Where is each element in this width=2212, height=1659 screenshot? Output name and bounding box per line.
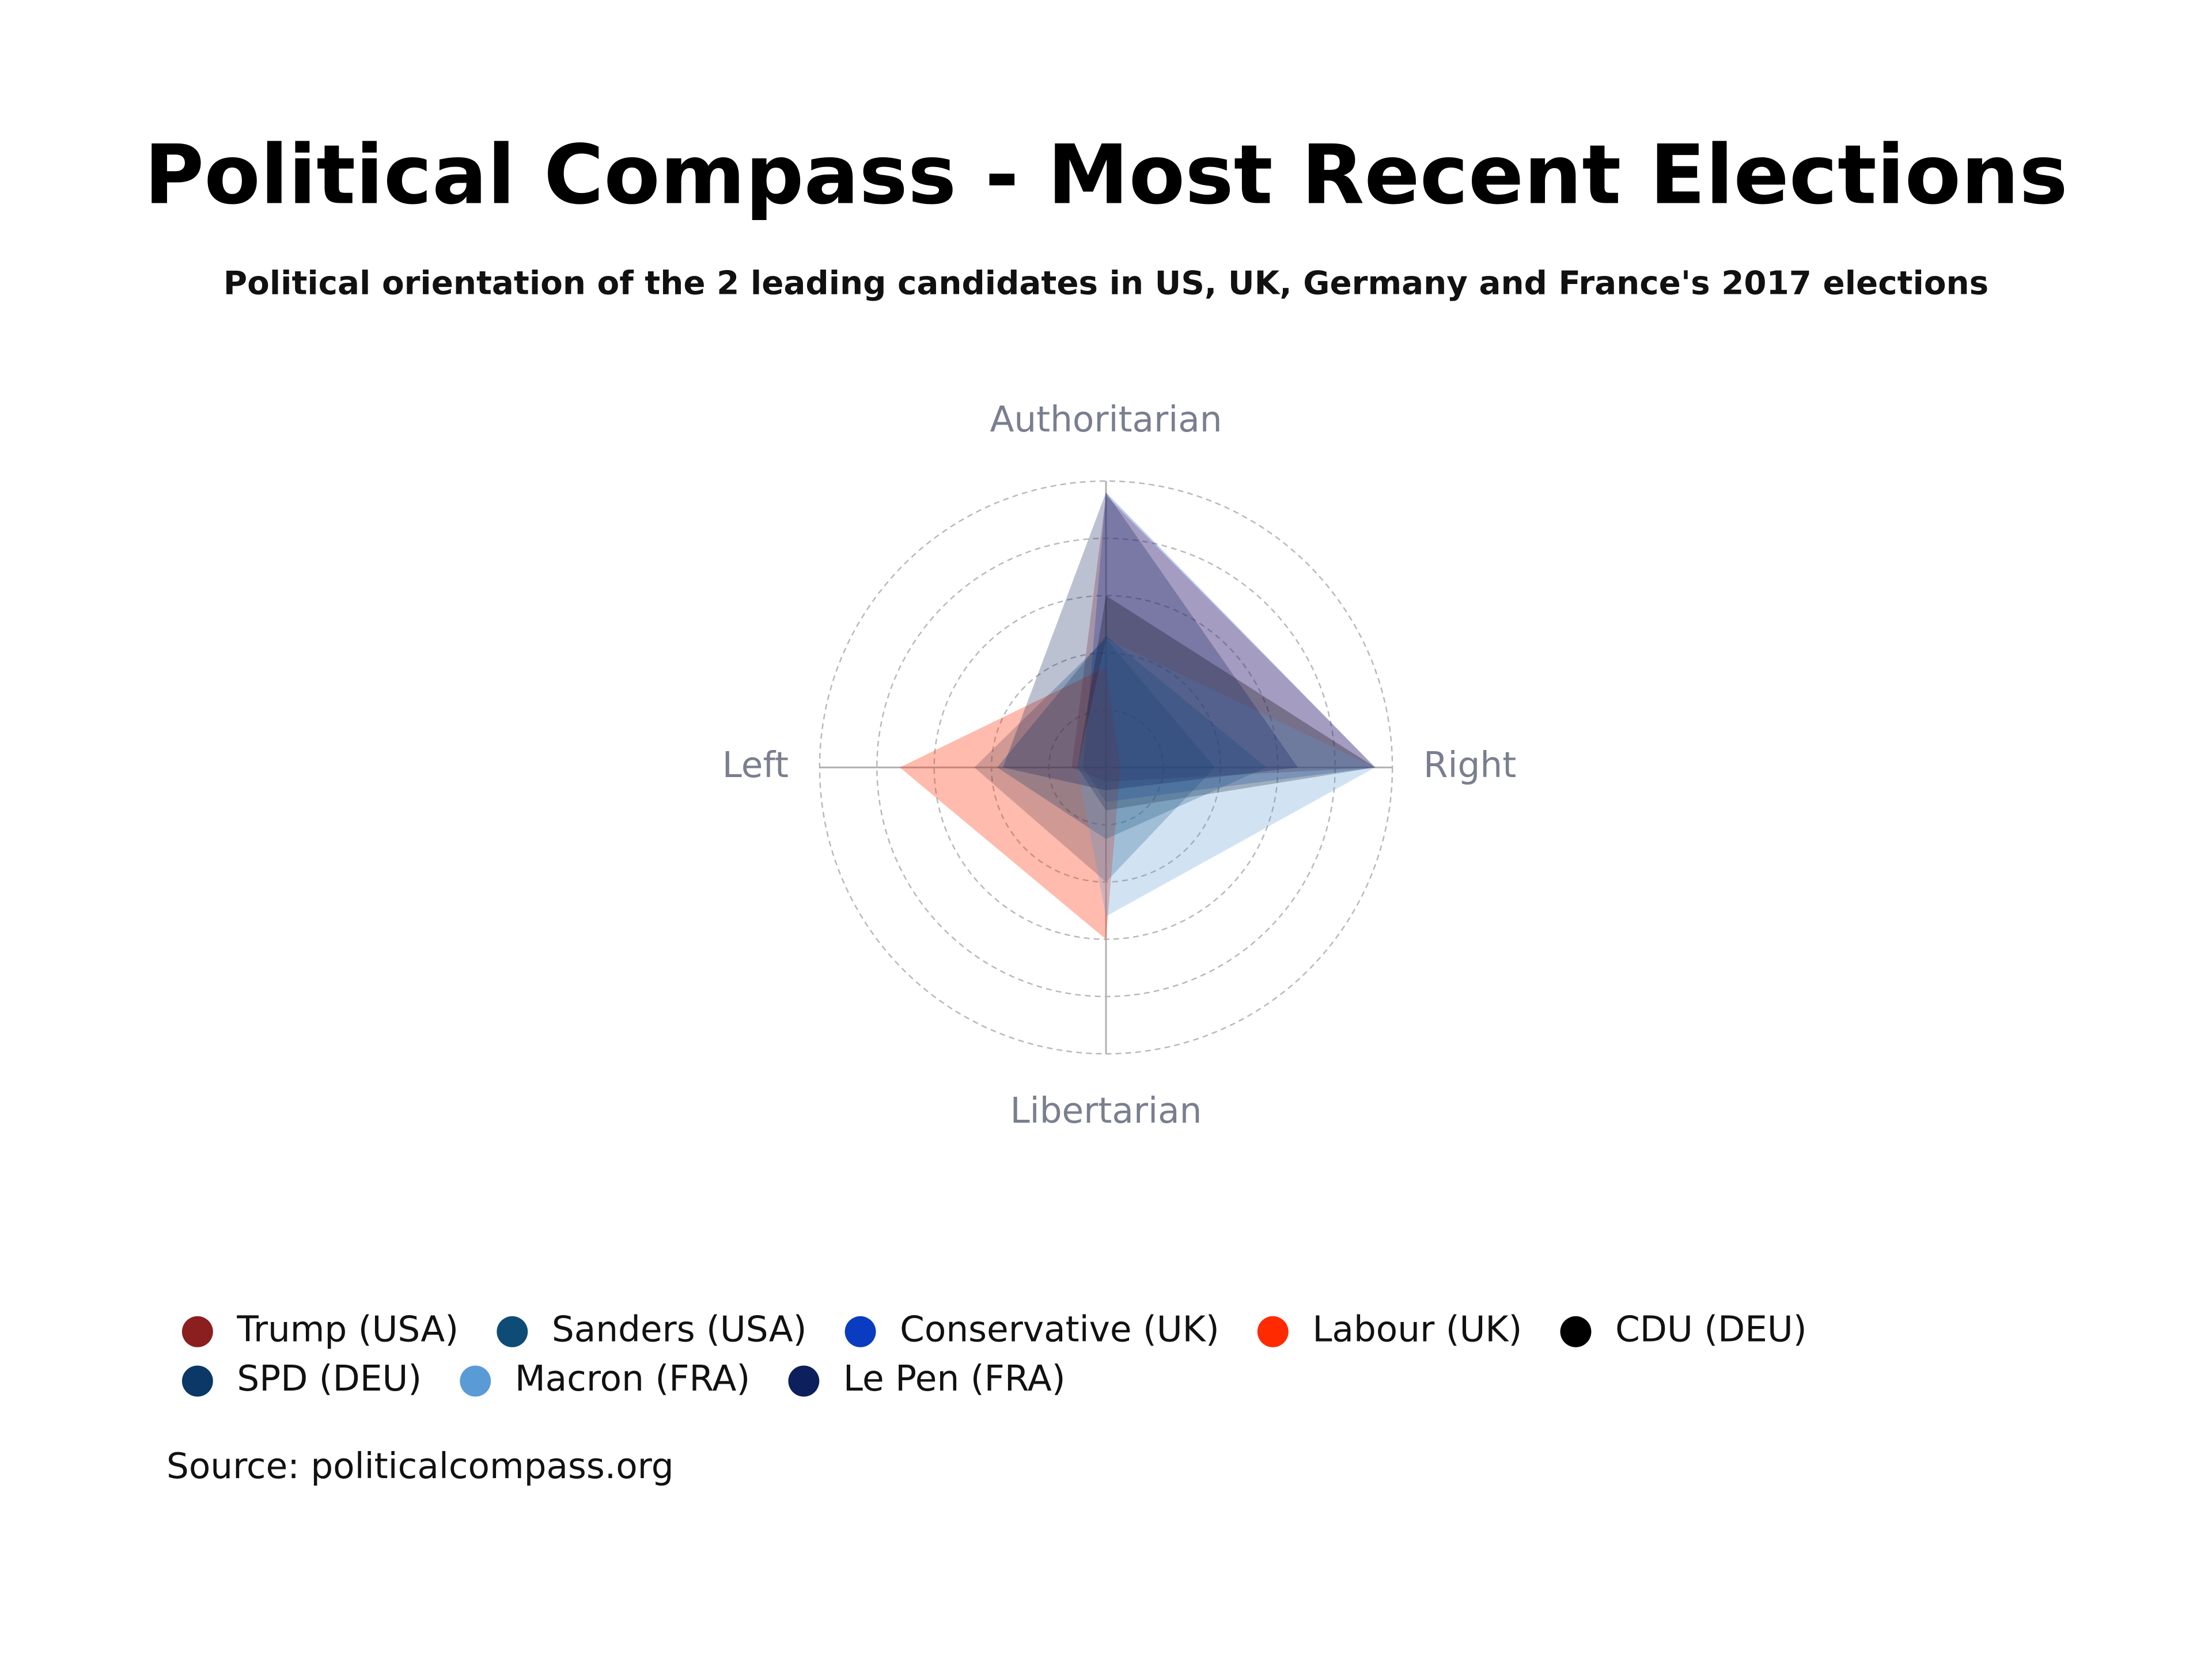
series-area <box>1083 492 1376 802</box>
series-area <box>997 635 1267 839</box>
series-area <box>1077 638 1376 916</box>
series-area <box>1003 492 1298 791</box>
legend-marker <box>181 1316 213 1347</box>
legend-marker <box>1257 1316 1289 1347</box>
legend-label: Labour (UK) <box>1312 1309 1522 1350</box>
legend-label: CDU (DEU) <box>1615 1309 1807 1350</box>
axis-label: Right <box>1423 745 1516 786</box>
legend-marker <box>497 1316 528 1347</box>
legend-label: Macron (FRA) <box>515 1358 750 1399</box>
source: Source: politicalcompass.org <box>166 1446 674 1487</box>
axis-label: Authoritarian <box>990 399 1222 440</box>
legend-label: Le Pen (FRA) <box>843 1358 1066 1399</box>
chart-subtitle: Political orientation of the 2 leading c… <box>224 264 1988 302</box>
series-area <box>900 667 1120 940</box>
series-area <box>974 638 1215 882</box>
legend-marker <box>181 1365 213 1397</box>
series-area <box>1071 495 1376 782</box>
chart-title: Political Compass - Most Recent Election… <box>144 128 2068 223</box>
legend-marker <box>1560 1316 1592 1347</box>
legend-label: Trump (USA) <box>236 1309 459 1350</box>
legend-label: SPD (DEU) <box>237 1358 422 1399</box>
series-area <box>1077 595 1376 810</box>
axis-label: Left <box>722 745 789 786</box>
legend-marker <box>844 1316 876 1347</box>
axis-label: Libertarian <box>1010 1090 1202 1131</box>
legend-label: Sanders (USA) <box>552 1309 807 1350</box>
legend-marker <box>788 1365 820 1397</box>
legend-marker <box>460 1365 491 1397</box>
legend-label: Conservative (UK) <box>900 1309 1219 1350</box>
